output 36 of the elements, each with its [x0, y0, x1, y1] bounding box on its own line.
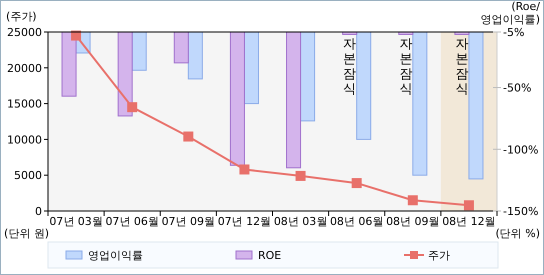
point: [464, 200, 474, 210]
legend-label: ROE: [258, 249, 282, 262]
x-tick-label: 08년 09월: [386, 215, 440, 228]
annotation: 자본잠식: [343, 37, 356, 98]
point: [352, 178, 362, 188]
y-tick-label: 5000: [14, 169, 42, 182]
point: [239, 164, 250, 174]
point: [408, 195, 418, 206]
annotation: 자본잠식: [399, 37, 412, 98]
y-axis-title: (주가): [6, 10, 37, 23]
x-tick-label: 07년 09월: [162, 215, 216, 228]
x-tick-label: 07년 12월: [218, 215, 272, 228]
y-tick-label: 15000: [7, 98, 42, 111]
y2-tick-label: -5%: [503, 26, 524, 39]
y-tick-label: 25000: [7, 26, 42, 39]
y2-tick-label: -50%: [503, 82, 532, 95]
x-tick-label: 08년 03월: [274, 215, 328, 228]
y-tick-label: 0: [35, 205, 42, 218]
x-tick-label: 07년 03월: [49, 215, 103, 228]
x-tick-label: 07년 06월: [105, 215, 159, 228]
point: [127, 102, 138, 112]
text: (단위 %): [495, 227, 540, 240]
y2-tick-label: -100%: [503, 143, 538, 156]
legend-label: 영업이익률: [88, 249, 143, 262]
x-tick-label: 08년 06월: [330, 215, 384, 228]
legend-label: 주가: [428, 249, 450, 262]
x-tick-label: 08년 12월: [442, 215, 496, 228]
y-tick-label: 10000: [7, 133, 42, 146]
y-tick-label: 20000: [7, 62, 42, 75]
annotation: 자본잠식: [455, 37, 468, 98]
y2-tick-label: -150%: [503, 205, 538, 218]
point: [183, 132, 194, 142]
point: [71, 30, 82, 41]
text: (단위 원): [4, 227, 50, 240]
y2-axis-title: (Roe/ 영업이익률): [480, 0, 540, 26]
point: [296, 170, 306, 181]
